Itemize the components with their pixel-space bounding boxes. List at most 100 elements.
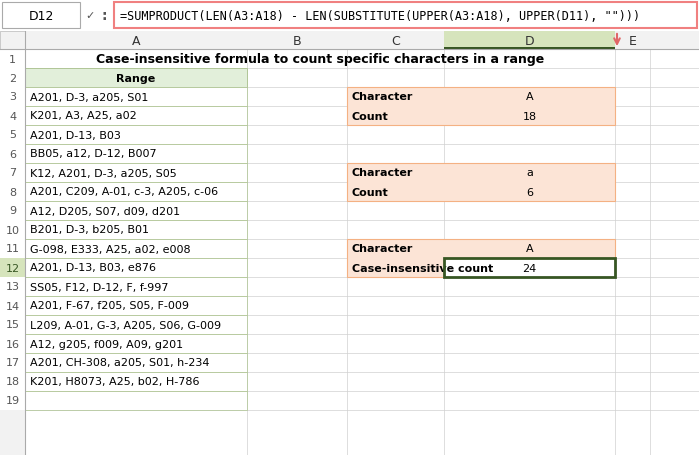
Bar (0, 145, 25, 164)
Text: L209, A-01, G-3, A205, S06, G-009: L209, A-01, G-3, A205, S06, G-009 (30, 320, 221, 330)
Bar (0, 258, 25, 278)
Bar (25, 164, 247, 182)
Bar (347, 164, 615, 202)
Text: Count: Count (352, 187, 389, 197)
Text: D12: D12 (29, 10, 54, 22)
Text: A: A (526, 92, 533, 102)
Text: K201, A3, A25, a02: K201, A3, A25, a02 (30, 111, 137, 121)
Bar (0, 334, 25, 353)
Text: 24: 24 (522, 263, 537, 273)
Text: ✓: ✓ (85, 11, 94, 21)
Bar (25, 107, 247, 126)
Bar (0, 88, 25, 107)
Bar (0, 353, 25, 372)
Bar (25, 334, 247, 353)
Text: BB05, a12, D-12, B007: BB05, a12, D-12, B007 (30, 149, 157, 159)
Bar (0, 126, 25, 145)
Bar (444, 182, 615, 202)
Bar (2, 3, 80, 29)
Bar (444, 88, 615, 107)
Text: 17: 17 (6, 358, 20, 368)
Text: D: D (525, 35, 534, 47)
Bar (347, 164, 444, 182)
Bar (0, 50, 25, 69)
Bar (0, 278, 25, 296)
Text: 11: 11 (6, 244, 20, 254)
Text: E: E (628, 35, 636, 47)
Text: Range: Range (116, 73, 156, 83)
Text: 10: 10 (6, 225, 20, 235)
Text: A201, D-13, B03, e876: A201, D-13, B03, e876 (30, 263, 156, 273)
Text: 5: 5 (9, 130, 16, 140)
Bar (444, 32, 615, 50)
Bar (0, 32, 699, 50)
Bar (444, 258, 615, 278)
Text: SS05, F12, D-12, F, f-997: SS05, F12, D-12, F, f-997 (30, 282, 168, 292)
Text: Character: Character (352, 244, 413, 254)
Text: A12, g205, f009, A09, g201: A12, g205, f009, A09, g201 (30, 339, 183, 349)
Text: A12, D205, S07, d09, d201: A12, D205, S07, d09, d201 (30, 206, 180, 216)
Text: B: B (293, 35, 301, 47)
Text: G-098, E333, A25, a02, e008: G-098, E333, A25, a02, e008 (30, 244, 191, 254)
Bar (25, 278, 247, 296)
Text: 3: 3 (9, 92, 16, 102)
Bar (0, 372, 25, 391)
Text: A: A (526, 244, 533, 254)
Text: A201, C209, A-01, c-3, A205, c-06: A201, C209, A-01, c-3, A205, c-06 (30, 187, 218, 197)
Text: 6: 6 (526, 187, 533, 197)
Text: Character: Character (352, 92, 413, 102)
Bar (0, 107, 25, 126)
Bar (25, 221, 247, 239)
Bar (25, 353, 247, 372)
Bar (0, 182, 25, 202)
Bar (347, 107, 444, 126)
Bar (0, 32, 25, 455)
Text: A201, D-3, a205, S01: A201, D-3, a205, S01 (30, 92, 148, 102)
Bar (0, 164, 25, 182)
Text: 6: 6 (9, 149, 16, 159)
Text: Count: Count (352, 111, 389, 121)
Text: 15: 15 (6, 320, 20, 330)
Text: 1: 1 (9, 55, 16, 64)
Bar (25, 202, 247, 221)
Bar (347, 239, 615, 278)
Text: 19: 19 (6, 396, 20, 405)
Bar (347, 258, 444, 278)
Bar (0, 239, 25, 258)
Text: 8: 8 (9, 187, 16, 197)
Text: 16: 16 (6, 339, 20, 349)
Bar (25, 258, 247, 278)
Bar (0, 32, 25, 50)
Text: 12: 12 (6, 263, 20, 273)
Text: Case-insensitive formula to count specific characters in a range: Case-insensitive formula to count specif… (96, 53, 544, 66)
Text: C: C (391, 35, 400, 47)
Text: Case-insensitive count: Case-insensitive count (352, 263, 493, 273)
Text: 14: 14 (6, 301, 20, 311)
Bar (0, 315, 25, 334)
Bar (25, 145, 247, 164)
Text: 13: 13 (6, 282, 20, 292)
Text: K12, A201, D-3, a205, S05: K12, A201, D-3, a205, S05 (30, 168, 177, 178)
Text: a: a (526, 168, 533, 178)
Bar (0, 296, 25, 315)
Text: 18: 18 (522, 111, 537, 121)
Bar (25, 88, 247, 107)
Text: B201, D-3, b205, B01: B201, D-3, b205, B01 (30, 225, 149, 235)
Bar (114, 3, 697, 29)
Bar (25, 372, 247, 391)
Bar (25, 239, 247, 258)
Bar (444, 239, 615, 258)
Bar (444, 164, 615, 182)
Bar (347, 182, 444, 202)
Text: Character: Character (352, 168, 413, 178)
Text: 9: 9 (9, 206, 16, 216)
Bar (0, 391, 25, 410)
Text: 7: 7 (9, 168, 16, 178)
Bar (444, 258, 615, 278)
Text: 2: 2 (9, 73, 16, 83)
Bar (25, 69, 247, 88)
Bar (25, 182, 247, 202)
Bar (347, 88, 615, 126)
Text: =SUMPRODUCT(LEN(A3:A18) - LEN(SUBSTITUTE(UPPER(A3:A18), UPPER(D11), ""))): =SUMPRODUCT(LEN(A3:A18) - LEN(SUBSTITUTE… (120, 10, 640, 22)
Text: :: : (101, 9, 107, 23)
